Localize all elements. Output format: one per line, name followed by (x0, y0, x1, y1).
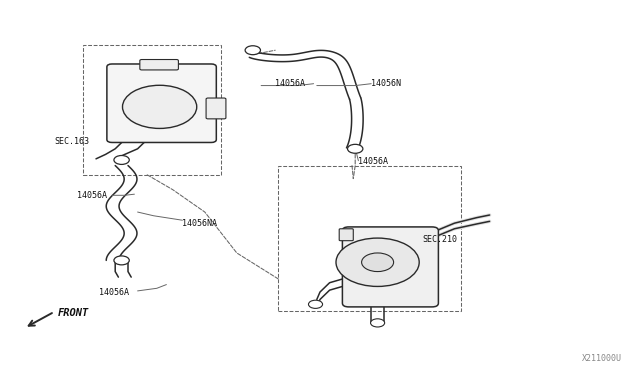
Text: 14056N: 14056N (371, 79, 401, 88)
Circle shape (348, 144, 363, 153)
FancyBboxPatch shape (339, 229, 353, 241)
Text: 14056A: 14056A (275, 79, 305, 88)
Circle shape (308, 300, 323, 308)
Circle shape (114, 155, 129, 164)
Text: X211000U: X211000U (582, 354, 622, 363)
Text: 14056NA: 14056NA (182, 219, 218, 228)
Circle shape (122, 85, 196, 128)
FancyBboxPatch shape (342, 227, 438, 307)
Text: 14056A: 14056A (99, 288, 129, 296)
FancyBboxPatch shape (140, 60, 179, 70)
Circle shape (371, 319, 385, 327)
Text: SEC.210: SEC.210 (422, 235, 458, 244)
Circle shape (336, 238, 419, 286)
Circle shape (362, 253, 394, 272)
Bar (83, 45, 221, 175)
Text: 14056A: 14056A (358, 157, 388, 166)
Text: 14056A: 14056A (77, 191, 107, 200)
FancyBboxPatch shape (107, 64, 216, 142)
Text: SEC.163: SEC.163 (54, 137, 90, 146)
Circle shape (245, 46, 260, 55)
FancyBboxPatch shape (206, 98, 226, 119)
Text: FRONT: FRONT (58, 308, 89, 318)
Bar (278, 166, 461, 311)
Circle shape (114, 256, 129, 265)
